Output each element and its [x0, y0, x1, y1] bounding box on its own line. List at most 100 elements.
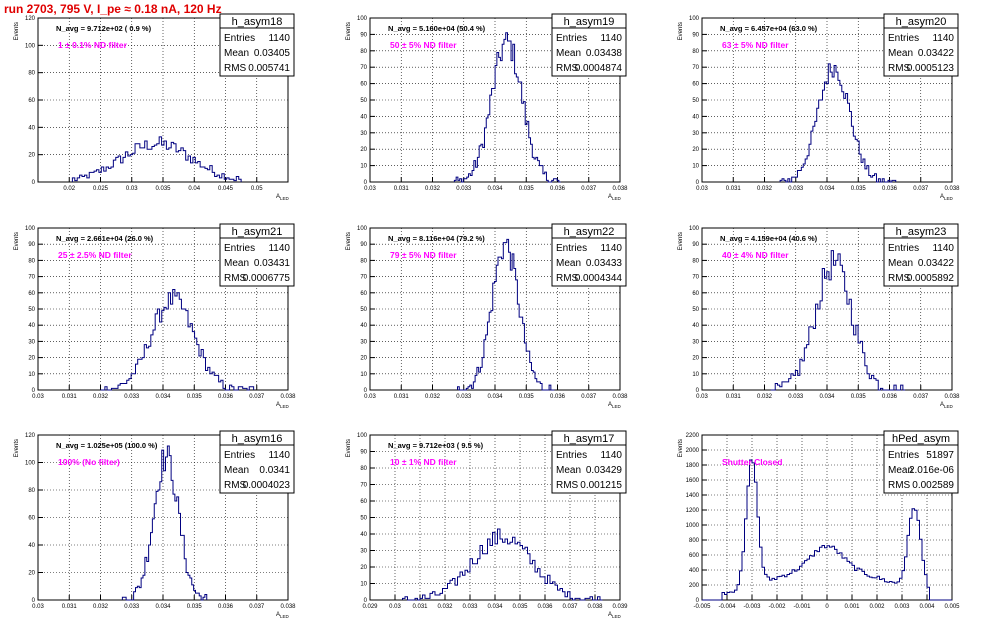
x-tick-label: 0.038 — [280, 604, 296, 610]
y-tick-label: 0 — [32, 598, 36, 604]
y-tick-label: 1400 — [686, 493, 700, 499]
stats-label: RMS — [224, 63, 247, 74]
stats-value: 0.0341 — [259, 465, 290, 476]
stats-label: Entries — [556, 243, 587, 254]
x-tick-label: 0.036 — [218, 394, 234, 400]
stats-value: 0.03422 — [918, 48, 955, 59]
x-axis-title: ALED — [276, 194, 290, 201]
x-tick-label: -0.005 — [693, 604, 711, 610]
y-axis-title: Events — [346, 232, 352, 250]
stats-value: 0.0004023 — [243, 480, 291, 491]
n-avg-annotation: N_avg = 5.160e+04 (50.4 %) — [388, 24, 486, 33]
y-tick-label: 100 — [689, 226, 700, 232]
n-avg-annotation: N_avg = 9.712e+03 ( 9.5 %) — [388, 441, 484, 450]
y-tick-label: 10 — [692, 164, 699, 170]
x-tick-label: 0 — [825, 604, 829, 610]
y-axis-title: Events — [14, 439, 20, 457]
y-tick-label: 20 — [360, 356, 367, 362]
y-tick-label: 30 — [692, 339, 699, 345]
x-tick-label: 0.033 — [788, 186, 804, 192]
panel-h_asym22: 0.03 0.031 0.032 0.033 0.034 0.035 0.036 0.037 0… — [346, 223, 628, 409]
y-tick-label: 50 — [692, 98, 699, 104]
stats-value: 0.03438 — [586, 48, 623, 59]
y-tick-label: 50 — [360, 307, 367, 313]
y-tick-label: 20 — [360, 565, 367, 571]
filter-label: 50 ± 5% ND filter — [390, 40, 457, 50]
y-tick-label: 80 — [692, 258, 699, 264]
filter-label: 25 ± 2.5% ND filter — [58, 250, 132, 260]
y-tick-label: 0 — [364, 598, 368, 604]
y-tick-label: 1800 — [686, 463, 700, 469]
y-tick-label: 60 — [360, 291, 367, 297]
stats-value: 0.03405 — [254, 48, 291, 59]
y-tick-label: 100 — [689, 16, 700, 22]
histogram-name: hPed_asym — [892, 433, 950, 445]
stats-value: 0.001215 — [580, 480, 622, 491]
x-tick-label: 0.035 — [519, 394, 535, 400]
stats-value: 0.03429 — [586, 465, 623, 476]
x-axis-title: ALED — [608, 402, 622, 409]
stats-label: Mean — [556, 465, 581, 476]
y-tick-label: 60 — [360, 499, 367, 505]
x-tick-label: 0.034 — [155, 394, 171, 400]
y-axis-title: Events — [678, 439, 684, 457]
histogram-bars — [71, 136, 242, 182]
stats-label: Entries — [224, 450, 255, 461]
y-tick-label: 70 — [360, 65, 367, 71]
x-tick-label: 0.037 — [913, 394, 929, 400]
y-tick-label: 100 — [25, 226, 36, 232]
stats-label: Entries — [888, 450, 919, 461]
y-tick-label: 60 — [692, 291, 699, 297]
x-tick-label: 0.038 — [944, 186, 960, 192]
x-tick-label: 0.035 — [851, 394, 867, 400]
x-tick-label: 0.037 — [249, 604, 265, 610]
x-tick-label: 0.03 — [696, 186, 708, 192]
panel-h_asym17: 0.029 0.03 0.031 0.032 0.033 0.034 0.035 0.036 0… — [346, 430, 628, 619]
panel-h_asym19: 0.03 0.031 0.032 0.033 0.034 0.035 0.036 0.037 0… — [346, 13, 628, 201]
x-tick-label: 0.02 — [63, 186, 75, 192]
histogram-name: h_asym16 — [232, 433, 283, 445]
x-tick-label: 0.037 — [581, 186, 597, 192]
stats-label: Mean — [556, 258, 581, 269]
histogram-name: h_asym18 — [232, 16, 283, 28]
y-tick-label: 1000 — [686, 523, 700, 529]
x-tick-label: 0.034 — [487, 394, 503, 400]
n-avg-annotation: N_avg = 1.025e+05 (100.0 %) — [56, 441, 158, 450]
filter-label: 40 ± 4% ND filter — [722, 250, 789, 260]
x-tick-label: 0.033 — [124, 394, 140, 400]
x-tick-label: 0.03 — [364, 394, 376, 400]
x-tick-label: 0.031 — [394, 186, 410, 192]
y-tick-label: 10 — [692, 372, 699, 378]
x-tick-label: 0.031 — [726, 394, 742, 400]
x-tick-label: -0.003 — [743, 604, 761, 610]
stats-value: 1140 — [600, 33, 622, 44]
filter-label: 10 ± 1% ND filter — [390, 457, 457, 467]
x-tick-label: 0.033 — [462, 604, 478, 610]
histogram-bars — [100, 289, 255, 391]
x-tick-label: 0.004 — [919, 604, 935, 610]
x-tick-label: 0.03 — [364, 186, 376, 192]
y-tick-label: 40 — [28, 323, 35, 329]
x-tick-label: 0.035 — [155, 186, 171, 192]
x-tick-label: 0.031 — [412, 604, 428, 610]
stats-value: 1140 — [268, 450, 290, 461]
y-tick-label: 10 — [28, 372, 35, 378]
x-tick-label: 0.031 — [62, 604, 78, 610]
y-tick-label: 40 — [692, 323, 699, 329]
y-tick-label: 30 — [28, 339, 35, 345]
y-tick-label: 60 — [28, 98, 35, 104]
y-axis-title: Events — [14, 232, 20, 250]
y-tick-label: 60 — [28, 516, 35, 522]
x-tick-label: 0.038 — [612, 186, 628, 192]
filter-label: 79 ± 5% ND filter — [390, 250, 457, 260]
y-tick-label: 40 — [360, 532, 367, 538]
y-tick-label: 80 — [360, 258, 367, 264]
y-tick-label: 100 — [25, 461, 36, 467]
y-axis-title: Events — [346, 439, 352, 457]
x-tick-label: 0.002 — [869, 604, 885, 610]
y-tick-label: 50 — [360, 516, 367, 522]
stats-value: 0.03433 — [586, 258, 623, 269]
y-tick-label: 120 — [25, 433, 36, 439]
filter-label: 100% (No filter) — [58, 457, 120, 467]
x-tick-label: 0.037 — [249, 394, 265, 400]
